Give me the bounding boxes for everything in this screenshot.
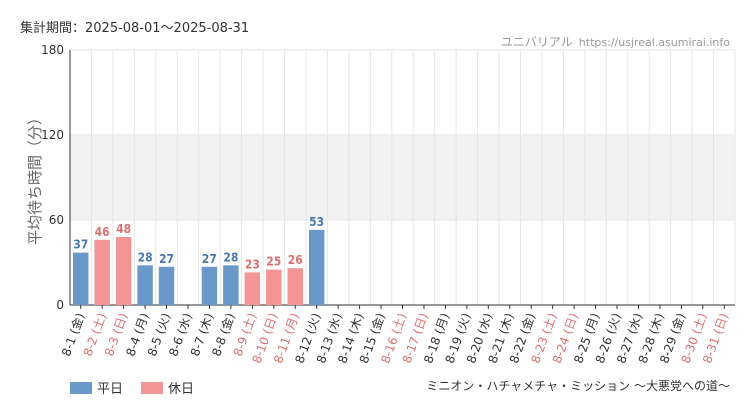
y-tick-label: 180 [41, 43, 64, 57]
bar [94, 239, 110, 305]
bar-value-label: 25 [266, 255, 281, 269]
period-label: 集計期間：2025-08-01～2025-08-31 [20, 21, 250, 36]
legend-label-weekday: 平日 [97, 382, 124, 397]
bar [73, 252, 89, 305]
credit-site: https://usjreal.asumirai.info [578, 36, 730, 49]
bar-value-label: 27 [202, 252, 217, 266]
bar-value-label: 53 [309, 215, 324, 229]
y-tick-label: 60 [49, 213, 64, 227]
bar [287, 268, 303, 305]
bar-value-label: 26 [288, 253, 303, 267]
bar [266, 269, 282, 305]
legend-item-holiday: 休日 [141, 378, 194, 397]
bar-value-label: 46 [95, 225, 110, 239]
bar [137, 265, 153, 305]
legend-label-holiday: 休日 [168, 382, 195, 397]
y-tick-label: 0 [56, 298, 64, 312]
y-band [70, 135, 735, 220]
attraction-name: ミニオン・ハチャメチャ・ミッション ～大悪党への道～ [426, 379, 730, 393]
bar-value-label: 23 [245, 257, 260, 271]
legend-item-weekday: 平日 [70, 378, 123, 397]
legend: 平日 休日 [70, 378, 194, 397]
bar [201, 266, 218, 305]
y-axis-label: 平均待ち時間（分） [26, 110, 44, 245]
bar-value-label: 28 [138, 250, 153, 264]
legend-swatch-holiday [141, 381, 164, 394]
bar [158, 266, 175, 305]
bar [308, 229, 325, 305]
credit: ユニバリアル https://usjreal.asumirai.info [501, 33, 730, 50]
legend-swatch-weekday [70, 381, 92, 394]
bar-value-label: 28 [223, 250, 238, 264]
bar [115, 237, 132, 305]
credit-name: ユニバリアル [500, 35, 573, 49]
bar-value-label: 37 [73, 238, 88, 252]
bar [223, 265, 239, 305]
bar-value-label: 27 [159, 252, 174, 266]
bar-value-label: 48 [116, 222, 131, 236]
bar [244, 272, 261, 305]
y-tick-label: 120 [41, 128, 64, 142]
